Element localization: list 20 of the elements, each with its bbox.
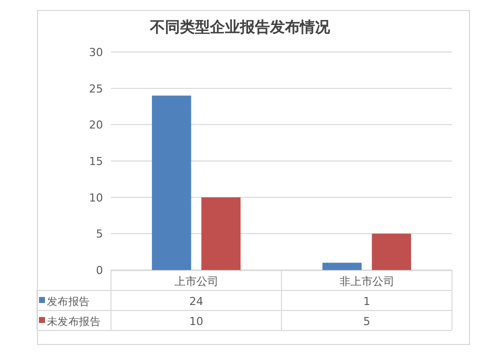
x-tick-label: 非上市公司 xyxy=(339,275,394,288)
y-tick-label: 5 xyxy=(96,228,103,241)
y-tick-label: 30 xyxy=(89,46,103,59)
data-label: 24 xyxy=(189,295,204,308)
bar xyxy=(152,96,192,270)
y-tick-label: 10 xyxy=(89,191,103,204)
x-tick-label: 上市公司 xyxy=(174,275,218,288)
data-label: 10 xyxy=(189,315,204,328)
y-tick-label: 20 xyxy=(89,118,103,132)
y-tick-label: 15 xyxy=(89,155,103,168)
bar xyxy=(322,262,362,270)
chart-title: 不同类型企业报告发布情况 xyxy=(149,18,331,36)
bar xyxy=(201,197,241,270)
y-tick-label: 25 xyxy=(89,82,103,96)
data-label: 5 xyxy=(363,315,370,328)
legend-label: 发布报告 xyxy=(47,295,90,308)
y-tick-label: 0 xyxy=(96,264,103,277)
legend-label: 未发布报告 xyxy=(47,315,101,328)
data-label: 1 xyxy=(363,295,370,308)
bar xyxy=(372,234,412,270)
